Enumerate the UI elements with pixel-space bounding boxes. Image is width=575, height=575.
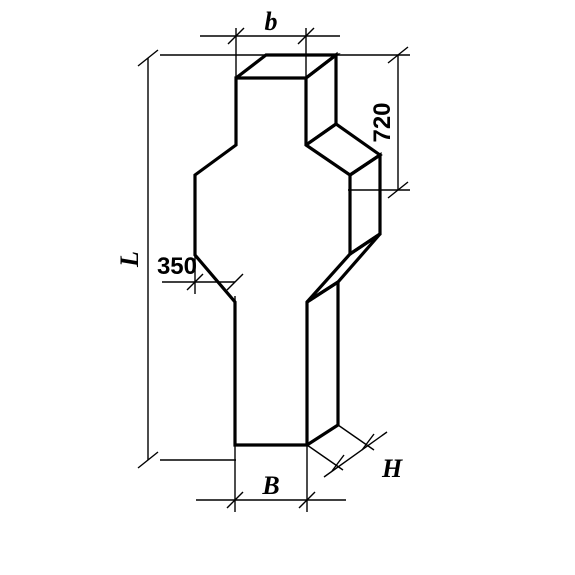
dim-L-label: L: [115, 251, 144, 268]
iso-face-1: [306, 55, 336, 145]
iso-face-5: [307, 282, 338, 445]
dim-H-label: H: [381, 454, 403, 483]
dim-B-label: B: [261, 471, 279, 500]
dim-b-label: b: [265, 7, 278, 36]
dim-350-label: 350: [157, 253, 197, 280]
engineering-drawing: Lb 720 350 B H: [0, 0, 575, 575]
front-outline: [195, 78, 350, 445]
dim-720-label: 720: [369, 102, 396, 142]
